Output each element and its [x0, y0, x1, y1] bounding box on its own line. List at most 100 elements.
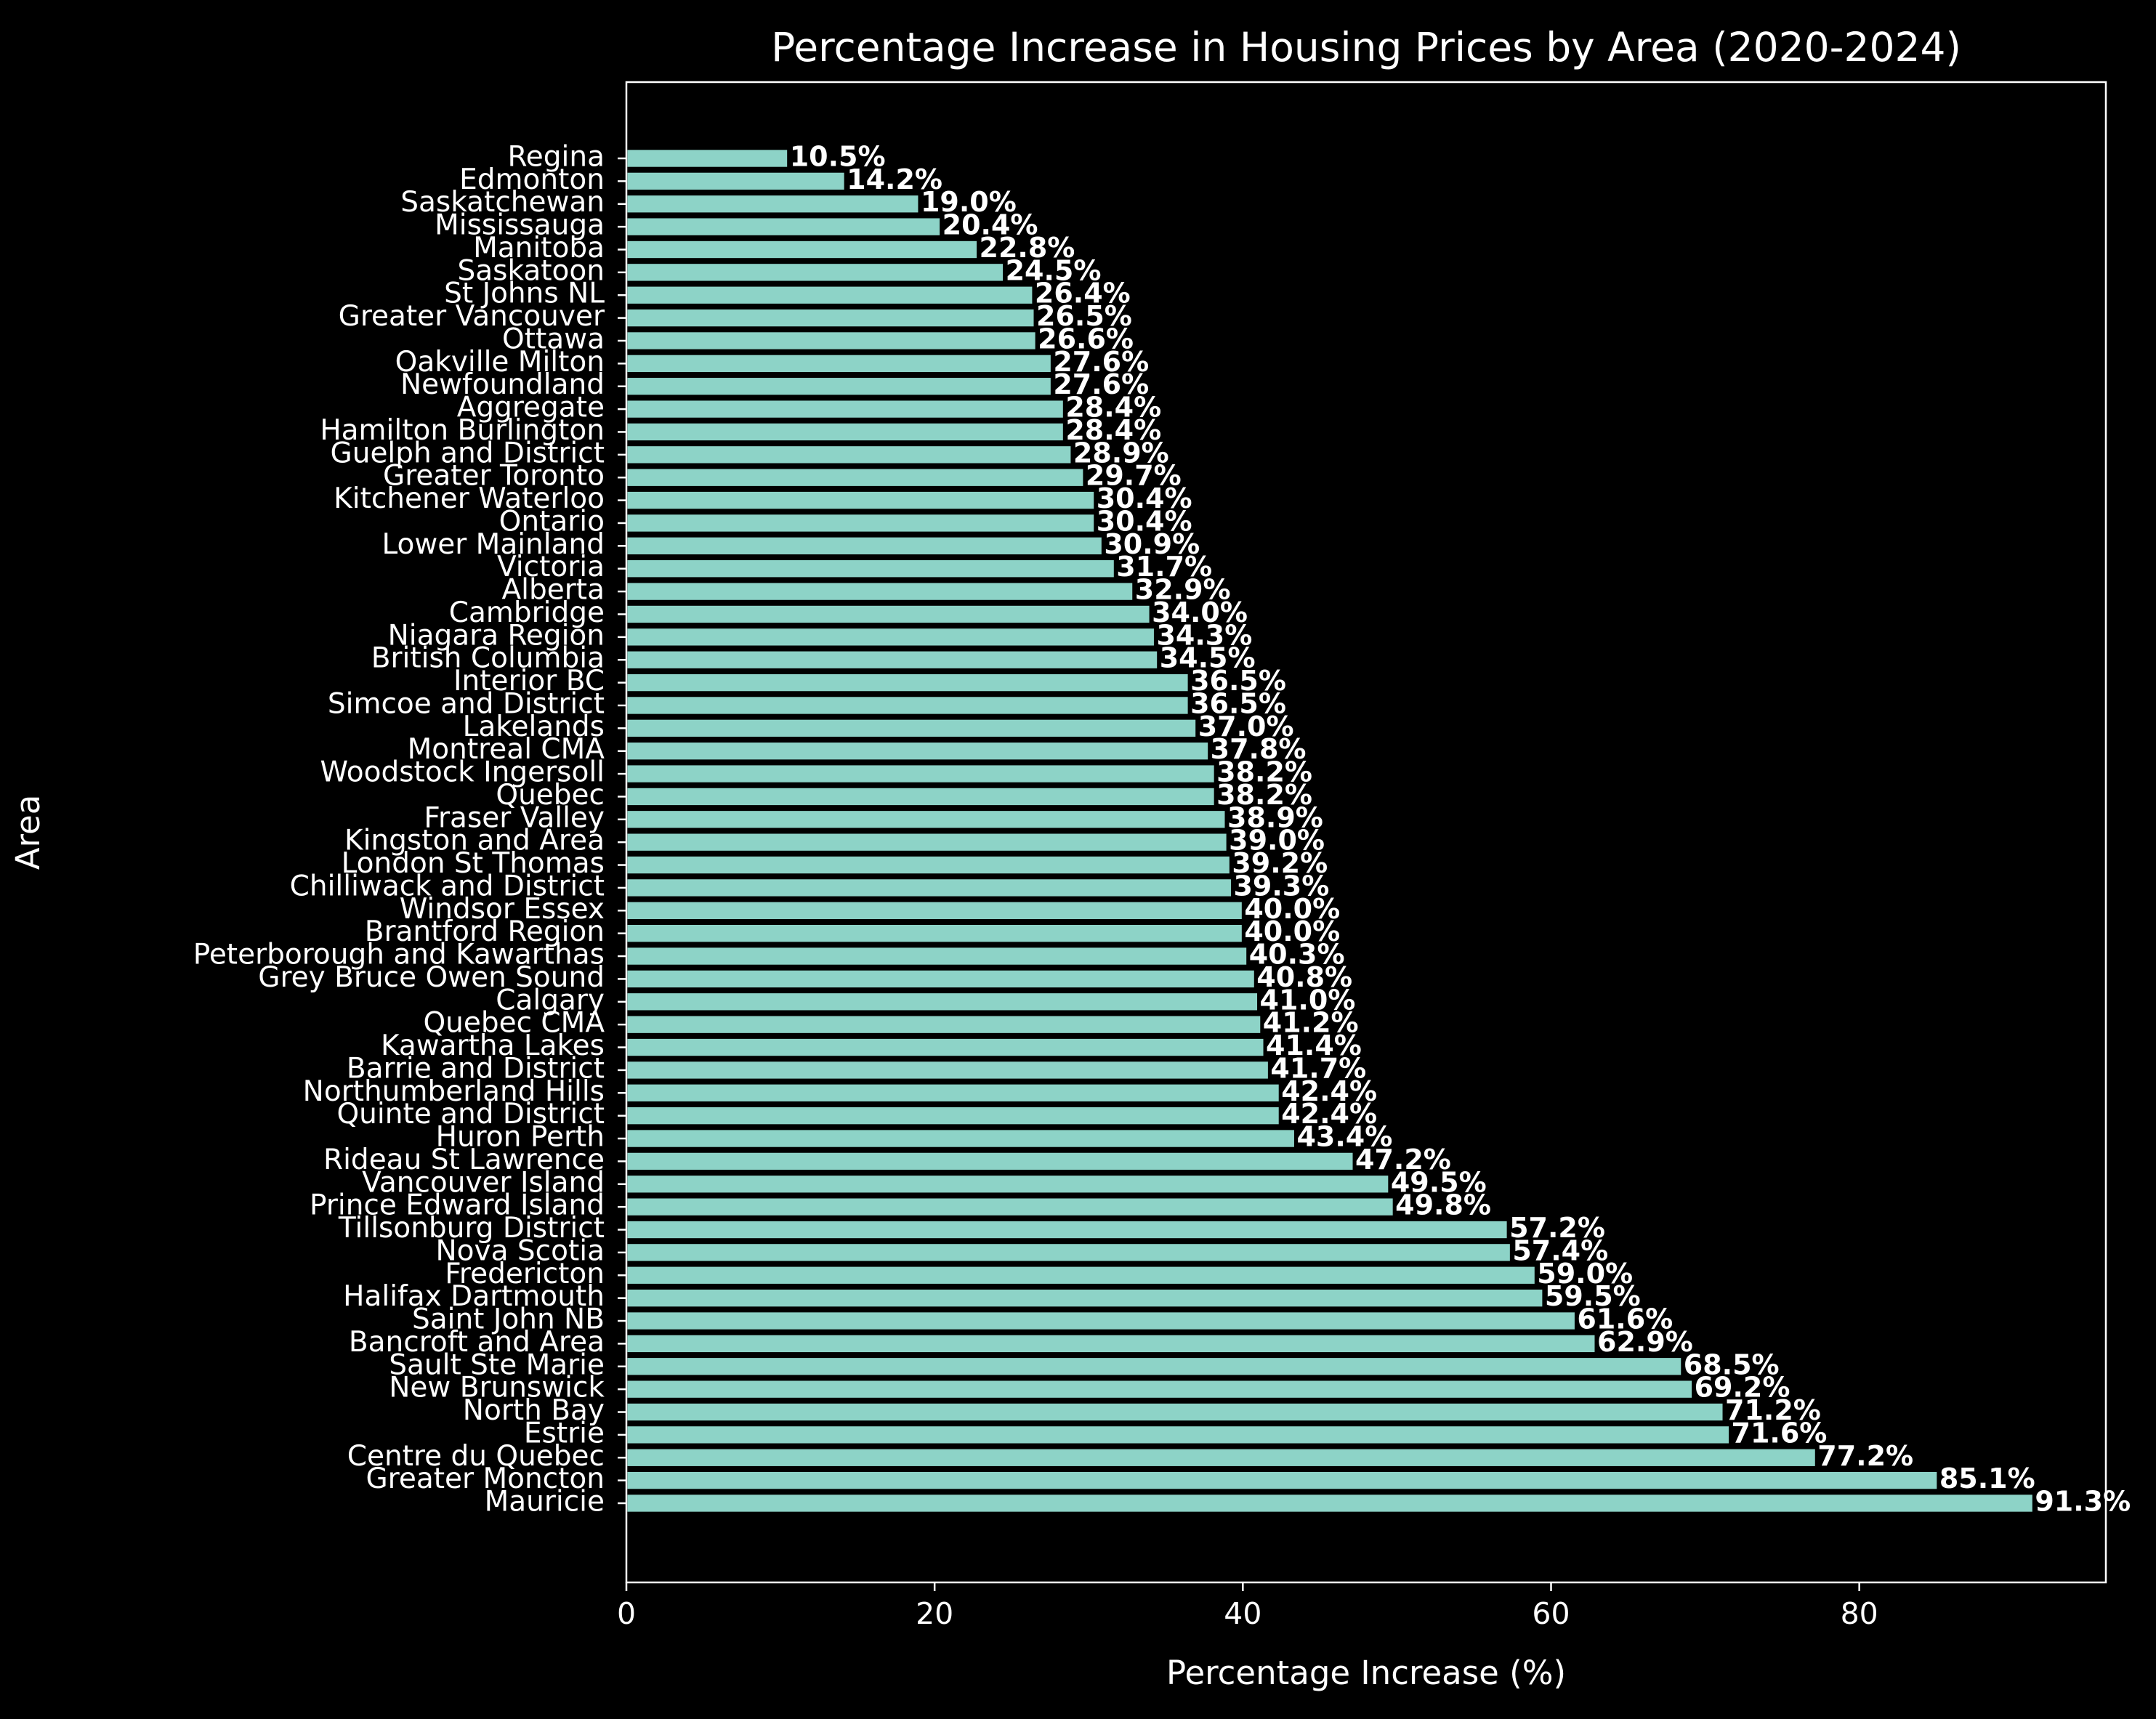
bar [625, 1150, 1355, 1173]
value-label: 41.2% [1263, 1007, 1359, 1039]
category-label: North Bay [463, 1394, 605, 1427]
bar [625, 1082, 1281, 1104]
bar [625, 421, 1065, 443]
category-label: Rideau St Lawrence [323, 1144, 605, 1176]
bar [625, 1447, 1817, 1468]
bar [625, 991, 1260, 1013]
category-label: Victoria [497, 551, 605, 583]
bar [625, 512, 1097, 534]
value-label: 14.2% [847, 163, 942, 195]
bar [625, 763, 1216, 785]
category-label: Alberta [502, 574, 605, 607]
bar [625, 398, 1065, 420]
value-label: 27.6% [1053, 368, 1149, 400]
category-label: Calgary [496, 984, 605, 1016]
value-label: 34.3% [1156, 619, 1252, 651]
category-label: Edmonton [459, 163, 605, 196]
value-label: 68.5% [1684, 1348, 1780, 1380]
category-label: Prince Edward Island [310, 1189, 605, 1222]
bar [625, 899, 1244, 921]
value-label: 30.9% [1104, 528, 1200, 560]
category-label: New Brunswick [389, 1372, 605, 1404]
category-label: Montreal CMA [408, 733, 605, 766]
bar [625, 1036, 1266, 1059]
category-label: Estrie [524, 1417, 605, 1449]
x-tick-label: 40 [1224, 1596, 1261, 1631]
category-label: St Johns NL [444, 278, 605, 310]
value-label: 26.4% [1035, 278, 1131, 310]
category-label: Northumberland Hills [303, 1075, 605, 1108]
bar [625, 489, 1097, 511]
value-label: 39.2% [1232, 847, 1328, 879]
value-label: 39.0% [1229, 825, 1325, 857]
bar [625, 147, 790, 169]
bar [625, 330, 1038, 352]
bar [625, 785, 1216, 808]
value-label: 77.2% [1817, 1440, 1913, 1472]
value-label: 40.0% [1244, 915, 1340, 947]
value-label: 30.4% [1097, 505, 1192, 537]
value-label: 28.9% [1073, 437, 1169, 469]
category-label: Mauricie [485, 1486, 605, 1518]
value-label: 41.4% [1266, 1030, 1362, 1061]
category-label: Vancouver Island [362, 1166, 605, 1199]
category-label: Hamilton Burlington [320, 414, 605, 447]
category-label: Guelph and District [331, 437, 605, 469]
category-label: Simcoe and District [328, 687, 605, 720]
value-label: 39.3% [1233, 870, 1329, 902]
value-label: 40.3% [1249, 939, 1345, 971]
bar [625, 1469, 1939, 1492]
value-label: 41.0% [1260, 984, 1356, 1016]
value-label: 36.5% [1190, 687, 1286, 719]
bar [625, 1014, 1263, 1035]
value-label: 59.5% [1545, 1280, 1641, 1312]
category-label: Windsor Essex [400, 893, 605, 926]
x-tick-label: 80 [1841, 1596, 1878, 1631]
value-label: 47.2% [1355, 1144, 1451, 1176]
category-label: Lakelands [463, 711, 605, 743]
category-label: Woodstock Ingersoll [320, 756, 605, 789]
bar [625, 695, 1190, 716]
category-label: Kawartha Lakes [381, 1030, 605, 1062]
bar [625, 170, 847, 193]
value-label: 38.2% [1216, 756, 1312, 788]
category-label: Nova Scotia [436, 1234, 605, 1267]
value-label: 10.5% [790, 141, 886, 173]
value-label: 34.0% [1152, 596, 1248, 628]
bar [625, 740, 1211, 762]
category-label: Greater Toronto [383, 460, 605, 493]
bar [625, 238, 980, 261]
bar [625, 1242, 1512, 1263]
bar [625, 1332, 1597, 1355]
bar [625, 717, 1198, 739]
value-label: 49.8% [1395, 1189, 1491, 1221]
category-label: Kingston and Area [344, 825, 605, 857]
bar [625, 558, 1116, 580]
category-label: Niagara Region [388, 619, 605, 652]
bar [625, 352, 1053, 375]
value-label: 40.8% [1256, 961, 1352, 993]
bar [625, 1378, 1695, 1400]
category-label: Oakville Milton [395, 346, 605, 379]
value-label: 34.5% [1160, 642, 1256, 674]
category-label: Centre du Quebec [347, 1440, 605, 1473]
value-label: 42.4% [1281, 1075, 1377, 1107]
value-label: 85.1% [1939, 1463, 2035, 1494]
value-label: 57.4% [1512, 1234, 1608, 1266]
bar [625, 671, 1190, 694]
x-axis-title: Percentage Increase (%) [1166, 1654, 1566, 1692]
x-tick-label: 20 [916, 1596, 953, 1631]
category-label: Huron Perth [436, 1121, 605, 1154]
category-label: Saskatchewan [400, 186, 605, 219]
category-label: Chilliwack and District [290, 870, 605, 902]
value-label: 37.0% [1198, 711, 1294, 743]
category-label: Quebec [496, 779, 605, 812]
value-label: 59.0% [1537, 1258, 1633, 1290]
value-label: 69.2% [1695, 1372, 1790, 1404]
value-label: 42.4% [1281, 1098, 1377, 1130]
bar [625, 1356, 1684, 1378]
value-label: 22.8% [980, 232, 1075, 264]
y-axis-title: Area [9, 795, 47, 870]
category-labels: ReginaEdmontonSaskatchewanMississaugaMan… [193, 141, 626, 1518]
